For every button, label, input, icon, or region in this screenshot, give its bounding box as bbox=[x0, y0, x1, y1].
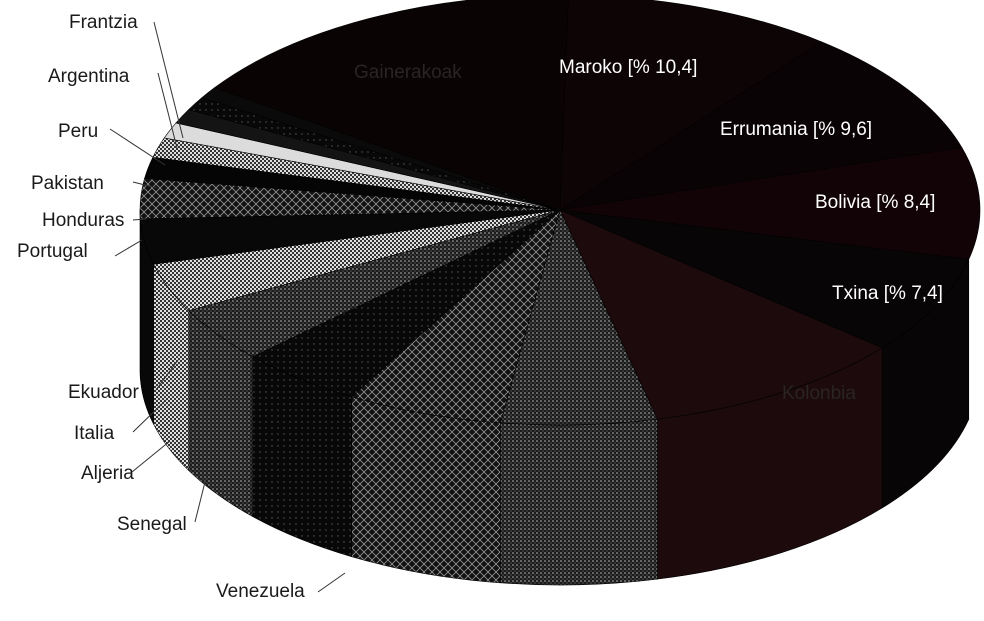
pie-top-face bbox=[139, 0, 981, 426]
leader-lines bbox=[109, 21, 346, 593]
outside-label-argentina: Argentina bbox=[48, 66, 130, 87]
leader-line-9 bbox=[194, 477, 207, 523]
leader-line-5 bbox=[114, 239, 143, 257]
slice-ekuador-5 bbox=[500, 209, 658, 426]
outside-label-portugal: Portugal bbox=[17, 241, 88, 262]
slice-ekuador-5-side bbox=[500, 418, 658, 586]
slice-bolivia-2 bbox=[559, 147, 981, 260]
outside-label-frantzia: Frantzia bbox=[69, 12, 138, 33]
slice-gainerakoak-18 bbox=[213, 0, 569, 211]
slice-errumania-1 bbox=[559, 41, 963, 211]
leader-line-1 bbox=[157, 72, 178, 149]
slice-label-kolonbia: Kolonbia bbox=[782, 383, 856, 404]
outside-label-honduras: Honduras bbox=[42, 210, 124, 231]
leader-line-7 bbox=[132, 399, 167, 433]
outside-label-peru: Peru bbox=[58, 121, 98, 142]
outside-label-senegal: Senegal bbox=[117, 514, 187, 535]
leader-line-0 bbox=[153, 21, 184, 139]
outside-label-aljeria: Aljeria bbox=[81, 463, 134, 484]
leader-line-2 bbox=[109, 128, 166, 166]
leader-line-3 bbox=[132, 181, 158, 189]
outside-label-ekuador: Ekuador bbox=[68, 382, 139, 403]
slice-brasil-6 bbox=[351, 209, 561, 424]
leader-line-8 bbox=[131, 440, 171, 473]
leader-line-4 bbox=[132, 218, 147, 221]
slice-label-txina: Txina [% 7,4] bbox=[832, 283, 943, 304]
slice-kolonbia-4 bbox=[559, 209, 883, 420]
leader-line-6 bbox=[155, 359, 179, 391]
pie-side-wall bbox=[139, 209, 970, 586]
outside-label-italia: Italia bbox=[74, 423, 115, 444]
outside-label-venezuela: Venezuela bbox=[216, 581, 305, 602]
slice-label-gainerakoak: Gainerakoak bbox=[354, 62, 462, 83]
outside-label-pakistan: Pakistan bbox=[31, 173, 104, 194]
slice-label-maroko: Maroko [% 10,4] bbox=[559, 57, 697, 78]
slice-label-bolivia: Bolivia [% 8,4] bbox=[815, 192, 935, 213]
slice-label-errumania: Errumania [% 9,6] bbox=[720, 119, 872, 140]
slice-brasil-6-side bbox=[351, 396, 501, 584]
slice-maroko-0 bbox=[559, 0, 823, 211]
slice-txina-3 bbox=[559, 209, 970, 349]
leader-line-10 bbox=[317, 572, 346, 593]
